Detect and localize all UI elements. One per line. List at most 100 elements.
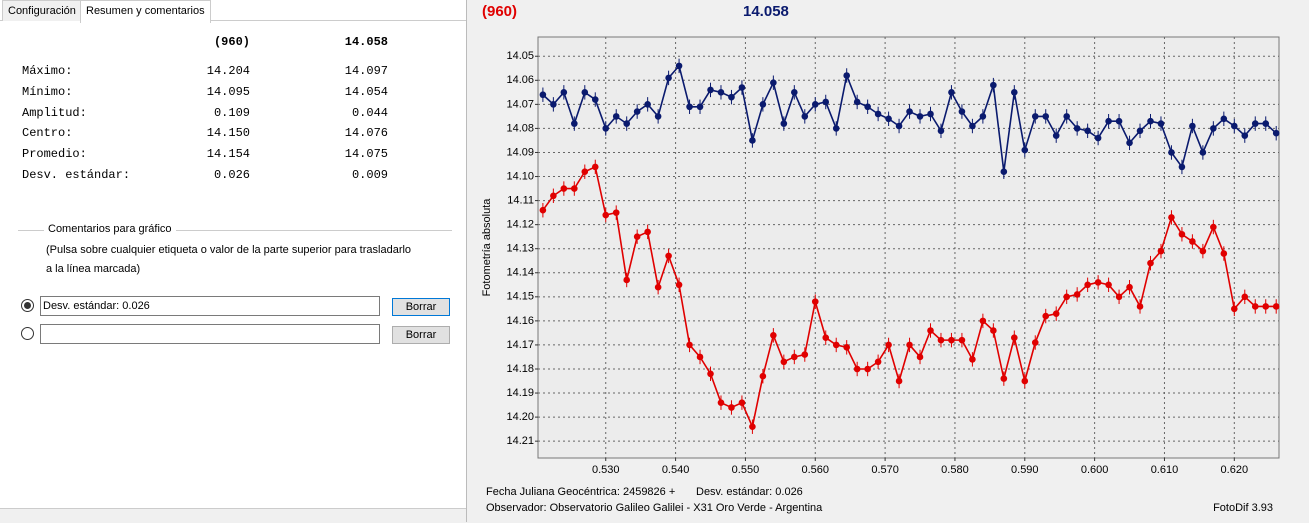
x-tick-label: 0.540: [662, 464, 690, 476]
point: [1105, 117, 1112, 125]
y-tick-label: 14.12: [506, 219, 534, 231]
y-tick-label: 14.09: [506, 146, 534, 158]
point: [759, 372, 767, 380]
point: [1220, 115, 1228, 123]
point: [675, 62, 683, 70]
radio[interactable]: [21, 299, 34, 312]
note: (Pulsa sobre cualquier etiqueta o valor …: [46, 244, 412, 256]
point: [1052, 310, 1060, 317]
y-tick-label: 14.17: [506, 339, 534, 351]
y-tick-label: 14.19: [506, 387, 534, 399]
point: [822, 334, 830, 342]
point: [811, 101, 819, 108]
point: [665, 252, 672, 260]
stats-label: Desv. estándar:: [22, 168, 131, 182]
point: [738, 84, 746, 91]
point: [728, 93, 735, 101]
plot-area: [537, 36, 1280, 459]
note: a la línea marcada): [46, 263, 141, 275]
point: [895, 377, 903, 385]
stats-label: Promedio:: [22, 147, 87, 162]
chart: 14.05 14.06 14.07 14.08 14.09 14.10 14.11 14.12…: [481, 3, 1280, 514]
point: [1241, 132, 1249, 139]
tab-line: [0, 20, 466, 21]
y-tick-label: 14.13: [506, 243, 534, 255]
x-tick-label: 0.580: [941, 464, 969, 476]
point: [1094, 279, 1102, 286]
point: [1126, 283, 1133, 291]
footer-date: Fecha Juliana Geocéntrica: 2459826 +: [486, 486, 675, 498]
point: [937, 127, 945, 135]
point: [717, 399, 725, 406]
point: [1052, 132, 1060, 139]
tab[interactable]: Configuración: [2, 0, 82, 21]
point: [843, 344, 850, 351]
point: [885, 341, 892, 349]
point: [864, 103, 871, 111]
point: [1168, 149, 1175, 156]
tab[interactable]: Resumen y comentarios: [80, 0, 211, 23]
point: [1031, 113, 1039, 120]
y-tick-label: 14.21: [506, 435, 534, 447]
stats-value: 14.150: [206, 126, 250, 141]
point: [948, 89, 955, 96]
point: [675, 281, 683, 289]
point: [895, 122, 903, 130]
point: [1272, 129, 1280, 137]
point: [1231, 305, 1238, 313]
point: [990, 327, 997, 334]
point: [539, 206, 547, 214]
point: [749, 423, 756, 431]
point: [749, 137, 756, 144]
point: [906, 108, 913, 115]
point: [591, 96, 599, 103]
point: [843, 72, 850, 79]
clear-button[interactable]: Borrar: [392, 298, 450, 316]
point: [1168, 214, 1175, 221]
point: [979, 317, 987, 325]
point: [906, 341, 913, 349]
point: [612, 209, 620, 216]
point: [916, 113, 924, 120]
point: [550, 192, 557, 200]
point: [958, 336, 966, 344]
point: [1063, 293, 1070, 301]
stats-value: 14.076: [344, 126, 388, 141]
point: [1094, 134, 1102, 142]
clear-button[interactable]: Borrar: [392, 326, 450, 344]
point: [969, 356, 976, 363]
point: [874, 358, 882, 366]
point: [770, 79, 777, 87]
point: [1011, 334, 1018, 342]
point: [885, 115, 892, 123]
comment-input[interactable]: Desv. estándar: 0.026: [40, 296, 380, 316]
point: [958, 108, 966, 115]
point: [759, 101, 767, 108]
point: [1272, 303, 1280, 310]
point: [602, 211, 610, 219]
point: [927, 327, 934, 334]
y-tick-label: 14.08: [506, 122, 534, 134]
series-name: (960): [482, 3, 517, 20]
point: [1031, 339, 1039, 346]
x-tick-label: 0.620: [1221, 464, 1249, 476]
point: [770, 332, 777, 339]
group-line: [18, 230, 452, 231]
comment-input[interactable]: [40, 324, 380, 344]
point: [1073, 291, 1081, 298]
point: [591, 163, 599, 171]
radio[interactable]: [21, 327, 34, 340]
point: [1021, 146, 1029, 154]
point: [1021, 377, 1029, 385]
stats-label: Mínimo:: [22, 84, 73, 99]
footer-std: Desv. estándar: 0.026: [696, 486, 803, 498]
point: [979, 113, 987, 120]
point: [853, 365, 861, 373]
point: [948, 336, 955, 344]
point: [717, 89, 725, 96]
point: [612, 113, 620, 120]
point: [916, 353, 924, 361]
point: [602, 125, 610, 132]
stats-value: 0.109: [213, 105, 250, 120]
point: [1084, 127, 1091, 135]
